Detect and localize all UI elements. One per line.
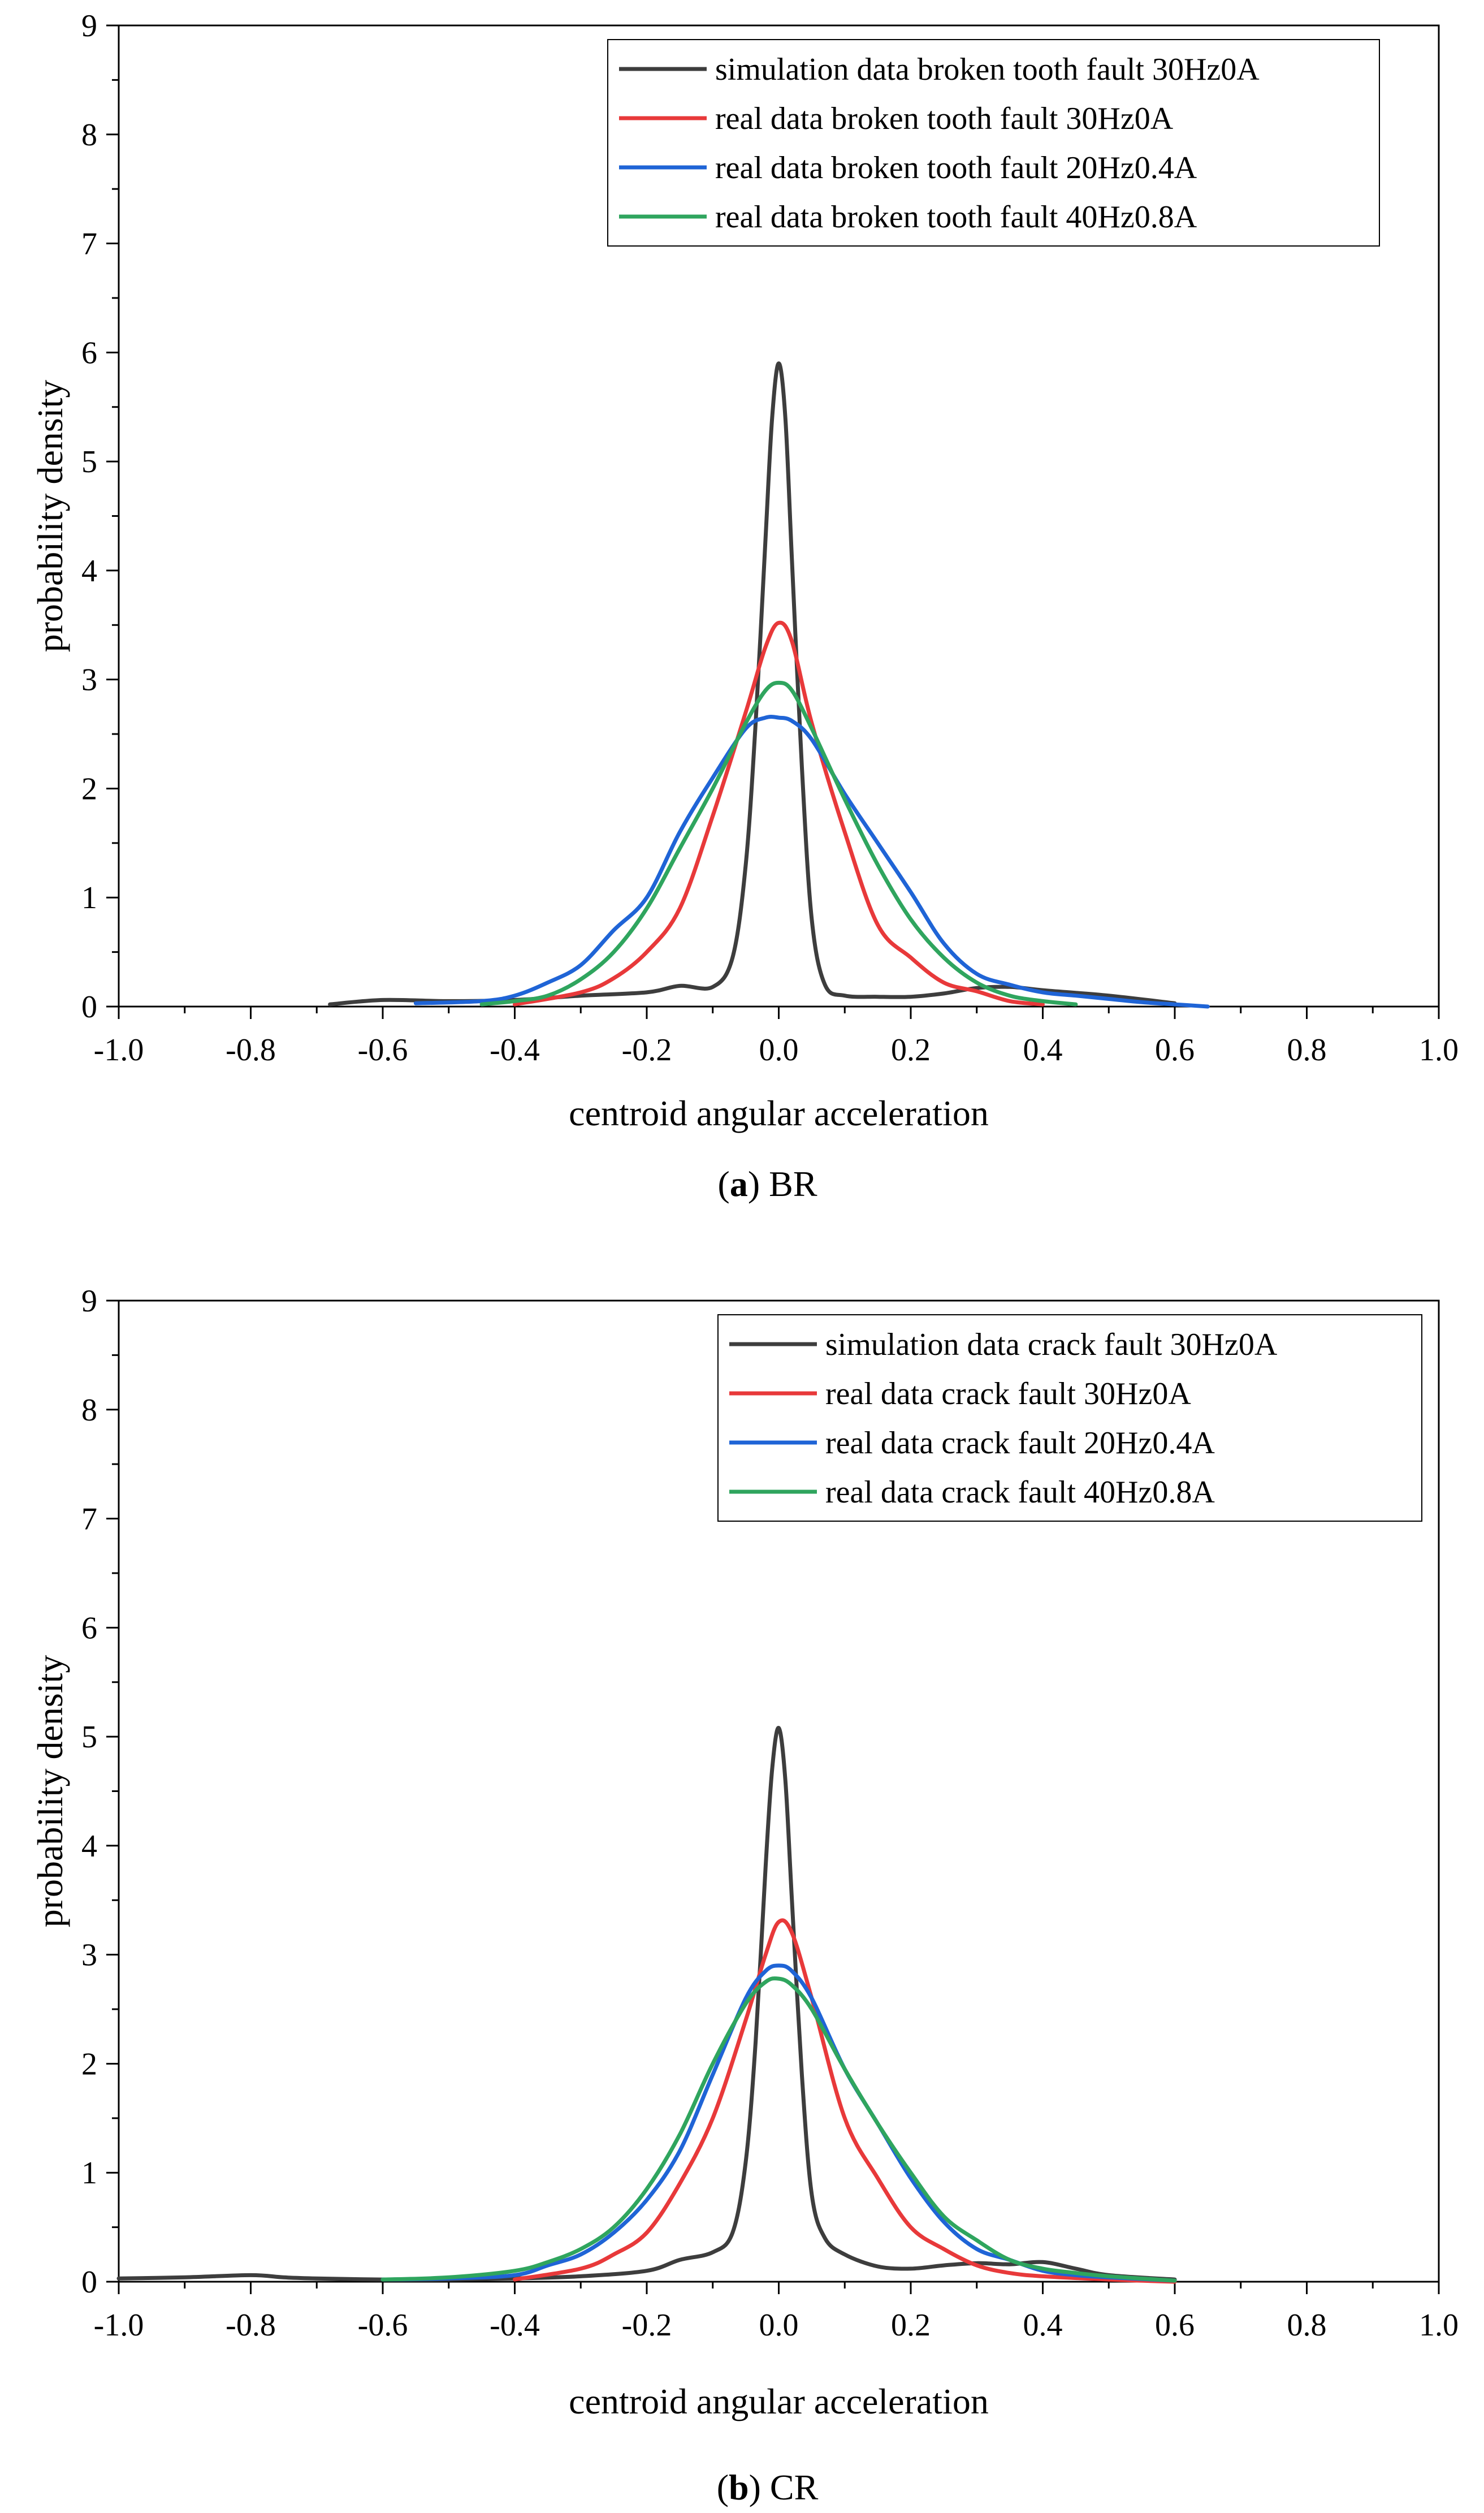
- y-tick-label: 0: [81, 2265, 97, 2300]
- y-tick-label: 4: [81, 554, 97, 589]
- y-tick-label: 2: [81, 771, 97, 806]
- series-line-real_40: [479, 680, 1078, 1007]
- x-tick-label: 0.0: [759, 1033, 799, 1068]
- legend-entry: simulation data broken tooth fault 30Hz0…: [715, 52, 1260, 87]
- x-tick-label: -1.0: [94, 1033, 144, 1068]
- x-tick-label: -0.6: [358, 2308, 408, 2343]
- chart-panel-a: -1.0 -0.8 -0.6 -0.4 -0.2 0.0 0.2 0.4 0.6 0.8 1.0 0 1…: [30, 8, 1459, 1204]
- chart-panel-b: -1.0 -0.8 -0.6 -0.4 -0.2 0.0 0.2 0.4 0.6 0.8 1.0 0 1…: [30, 1284, 1459, 2507]
- series-line-real_30: [513, 620, 1045, 1007]
- y-axis-label: probability density: [30, 1655, 70, 1928]
- panel-caption: (b) CR: [717, 2467, 819, 2507]
- y-tick-label: 1: [81, 880, 97, 916]
- x-tick-label: 0.0: [759, 2308, 799, 2343]
- x-tick-label: 0.6: [1155, 1033, 1195, 1068]
- legend-entry: simulation data crack fault 30Hz0A: [825, 1327, 1278, 1362]
- y-tick-label: 8: [81, 118, 97, 153]
- y-tick-label: 7: [81, 1502, 97, 1537]
- x-tick-label: -1.0: [94, 2308, 144, 2343]
- x-tick-label: 0.2: [891, 1033, 931, 1068]
- x-tick-label: -0.6: [358, 1033, 408, 1068]
- legend-entry: real data crack fault 40Hz0.8A: [825, 1475, 1215, 1510]
- legend-entry: real data broken tooth fault 30Hz0A: [715, 101, 1174, 136]
- legend-box: [717, 1314, 1422, 1522]
- legend-entry: real data crack fault 30Hz0A: [825, 1376, 1191, 1411]
- y-tick-label: 5: [81, 1720, 97, 1755]
- series-line-simulation: [328, 361, 1177, 1007]
- x-axis-label: centroid angular acceleration: [569, 1093, 989, 1133]
- x-tick-label: 0.8: [1287, 1033, 1327, 1068]
- x-tick-label: 0.4: [1023, 2308, 1063, 2343]
- y-tick-label: 9: [81, 1284, 97, 1319]
- legend-entry: real data broken tooth fault 40Hz0.8A: [715, 200, 1197, 235]
- y-tick-label: 7: [81, 227, 97, 262]
- y-tick-label: 9: [81, 8, 97, 44]
- series-line-real_40: [380, 1976, 1177, 2283]
- x-tick-label: -0.4: [490, 1033, 540, 1068]
- series-line-real_20: [413, 714, 1210, 1009]
- x-tick-label: 1.0: [1419, 2308, 1459, 2343]
- legend: simulation data crack fault 30Hz0A real d…: [717, 1314, 1422, 1522]
- y-tick-label: 2: [81, 2046, 97, 2082]
- series-line-real_20: [380, 1963, 1177, 2283]
- x-axis-label: centroid angular acceleration: [569, 2381, 989, 2421]
- x-tick-label: -0.4: [490, 2308, 540, 2343]
- x-tick-label: 0.2: [891, 2308, 931, 2343]
- legend-box: [607, 39, 1380, 247]
- y-tick-label: 6: [81, 1610, 97, 1646]
- y-tick-label: 0: [81, 990, 97, 1025]
- y-tick-label: 5: [81, 444, 97, 480]
- legend-entry: real data crack fault 20Hz0.4A: [825, 1426, 1215, 1461]
- x-tick-label: 0.4: [1023, 1033, 1063, 1068]
- x-tick-label: -0.8: [226, 1033, 276, 1068]
- x-tick-label: -0.8: [226, 2308, 276, 2343]
- legend: simulation data broken tooth fault 30Hz0…: [607, 39, 1380, 247]
- panel-caption: (a) BR: [718, 1164, 817, 1204]
- x-tick-label: 0.6: [1155, 2308, 1195, 2343]
- x-tick-label: -0.2: [622, 1033, 672, 1068]
- x-tick-label: 1.0: [1419, 1033, 1459, 1068]
- y-axis-label: probability density: [30, 380, 70, 653]
- y-tick-label: 3: [81, 663, 97, 698]
- y-tick-label: 8: [81, 1393, 97, 1428]
- legend-entry: real data broken tooth fault 20Hz0.4A: [715, 150, 1197, 185]
- y-tick-label: 1: [81, 2156, 97, 2191]
- y-tick-label: 4: [81, 1829, 97, 1864]
- y-tick-label: 6: [81, 335, 97, 370]
- y-tick-label: 3: [81, 1938, 97, 1973]
- series-line-real_30: [513, 1918, 1177, 2284]
- x-tick-label: -0.2: [622, 2308, 672, 2343]
- x-tick-label: 0.8: [1287, 2308, 1327, 2343]
